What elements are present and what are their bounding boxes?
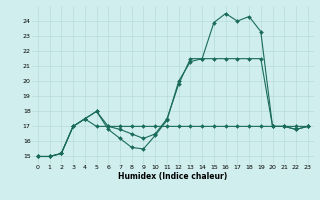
X-axis label: Humidex (Indice chaleur): Humidex (Indice chaleur)	[118, 172, 228, 181]
